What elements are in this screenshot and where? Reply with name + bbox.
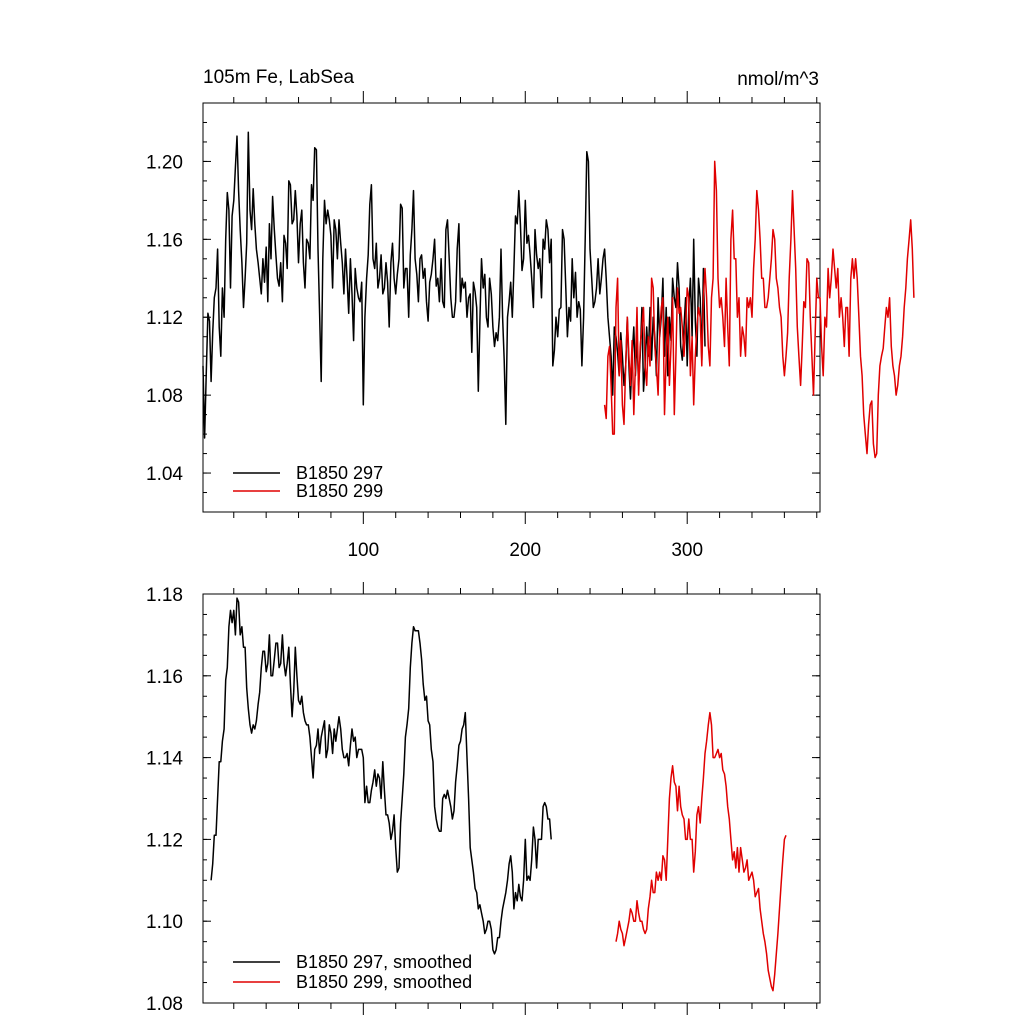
bottom-legend-label-2: B1850 299, smoothed [296, 972, 472, 992]
top-ytick-label: 1.04 [146, 464, 183, 485]
bottom-series-line-1 [210, 597, 552, 955]
top-axis-ticks: 1.04 1.08 1.12 1.16 1.20 100 200 300 [146, 91, 820, 561]
top-series-lines [202, 131, 915, 459]
top-ytick-label: 1.20 [146, 152, 183, 173]
top-xtick-label: 100 [347, 540, 379, 561]
top-legend-label-1: B1850 297 [296, 463, 383, 483]
bottom-legend-label-1: B1850 297, smoothed [296, 952, 472, 972]
bottom-ytick-label: 1.12 [146, 830, 183, 851]
bottom-ytick-label: 1.08 [146, 994, 183, 1015]
top-ytick-label: 1.12 [146, 308, 183, 329]
bottom-axis-ticks: 1.08 1.10 1.12 1.14 1.16 1.18 [146, 582, 820, 1015]
top-chart-title: 105m Fe, LabSea [203, 67, 354, 88]
top-legend: B1850 297 B1850 299 [233, 463, 383, 501]
bottom-series-lines [210, 597, 787, 992]
top-chart-units: nmol/m^3 [737, 69, 819, 90]
top-series-line-1 [202, 131, 706, 439]
top-xtick-label: 200 [509, 540, 541, 561]
bottom-ytick-label: 1.18 [146, 585, 183, 606]
bottom-ytick-label: 1.10 [146, 912, 183, 933]
bottom-ytick-label: 1.14 [146, 749, 183, 770]
bottom-legend: B1850 297, smoothed B1850 299, smoothed [233, 952, 472, 992]
top-ytick-label: 1.08 [146, 386, 183, 407]
top-ytick-label: 1.16 [146, 230, 183, 251]
bottom-series-line-2 [615, 711, 787, 992]
top-xtick-label: 300 [671, 540, 703, 561]
top-legend-label-2: B1850 299 [296, 481, 383, 501]
bottom-panel: 1.08 1.10 1.12 1.14 1.16 1.18 B1850 297, smoo… [146, 582, 821, 1015]
top-panel: 105m Fe, LabSea nmol/m^3 1.04 1.08 1.12 1.1… [146, 67, 915, 561]
bottom-ytick-label: 1.16 [146, 667, 183, 688]
top-series-line-2 [603, 160, 915, 459]
